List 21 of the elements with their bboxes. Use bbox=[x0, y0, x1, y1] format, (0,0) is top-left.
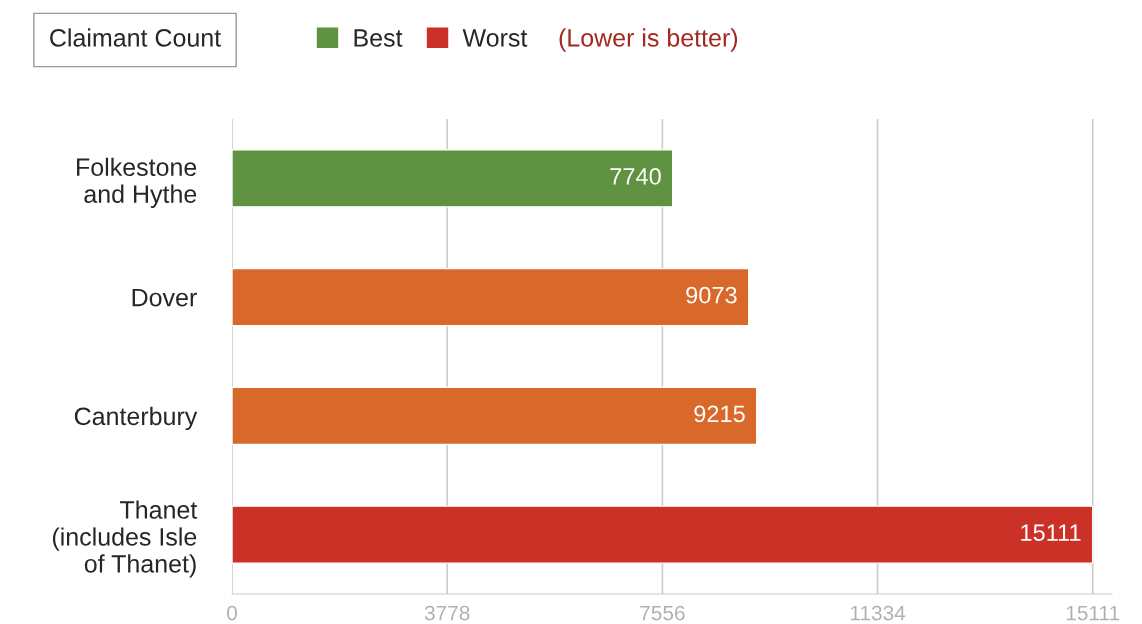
x-tick-label: 11334 bbox=[850, 605, 906, 621]
x-tick-label: 7556 bbox=[640, 605, 685, 621]
y-tick-label: Thanet (includes Isle of Thanet) bbox=[52, 500, 198, 578]
legend-label: Worst bbox=[462, 29, 528, 47]
x-tick-label: 15111 bbox=[1066, 605, 1120, 621]
text: (Lower is better) bbox=[559, 28, 738, 52]
y-tick-label: Dover bbox=[132, 288, 197, 307]
bar bbox=[232, 505, 1094, 564]
legend-label: Best bbox=[354, 29, 403, 47]
data-label: 15111 bbox=[1021, 524, 1081, 541]
y-tick-label: Canterbury bbox=[74, 406, 198, 431]
x-tick-label: 0 bbox=[227, 605, 237, 621]
chart-title: Claimant Count bbox=[50, 28, 221, 47]
bar bbox=[232, 386, 758, 446]
x-tick-label: 3778 bbox=[424, 605, 470, 621]
data-label: 7740 bbox=[610, 167, 661, 185]
bar bbox=[232, 149, 674, 208]
y-tick-label: Folkestone and Hythe bbox=[77, 157, 197, 208]
data-label: 9073 bbox=[686, 286, 737, 304]
data-label: 9215 bbox=[694, 405, 745, 423]
bar bbox=[232, 267, 750, 327]
